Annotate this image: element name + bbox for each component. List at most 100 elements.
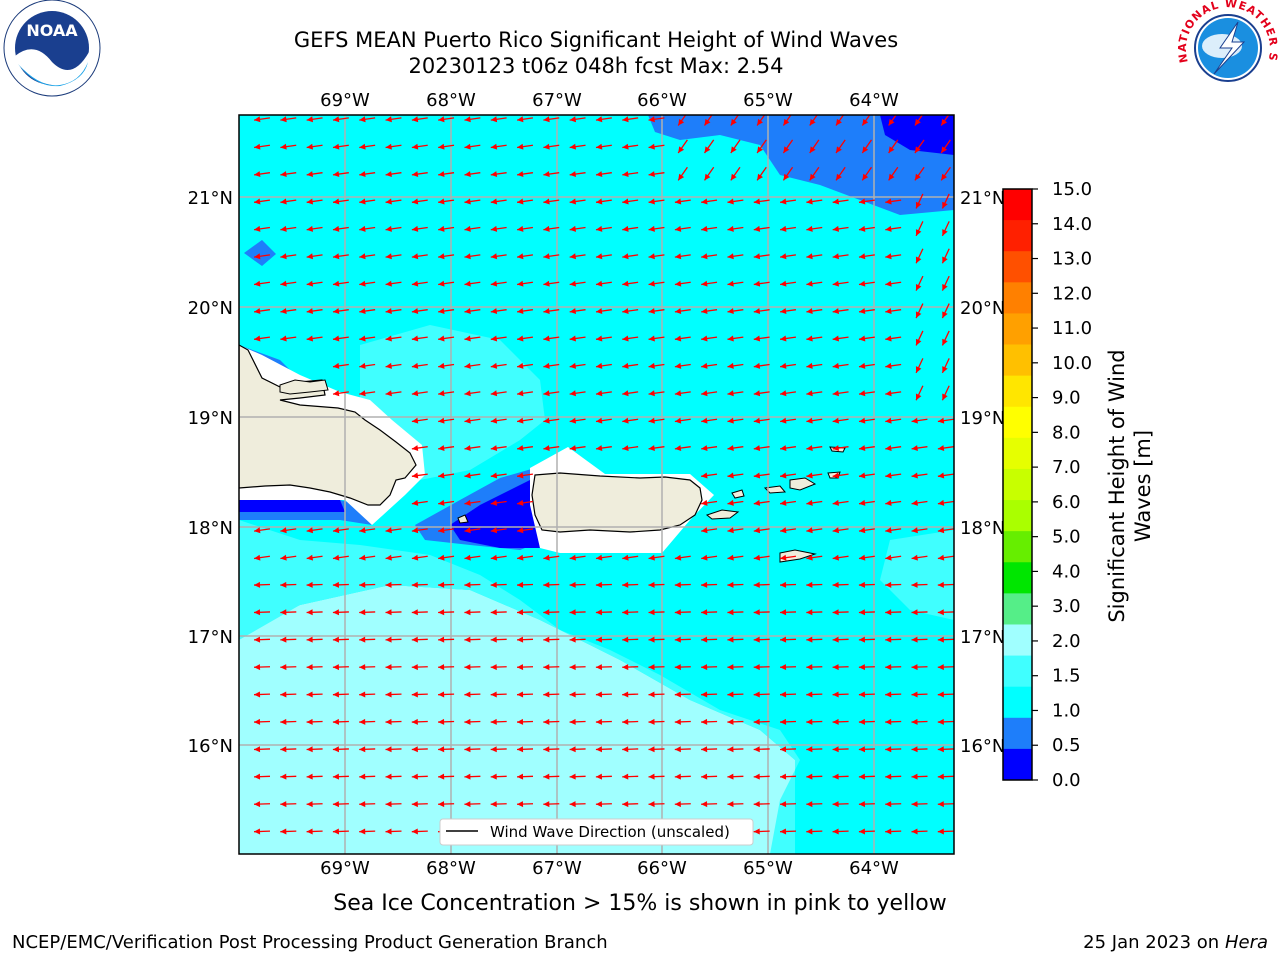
wave-arrow xyxy=(490,527,507,534)
wave-arrow xyxy=(915,385,924,401)
wave-arrow xyxy=(622,581,639,588)
wave-arrow xyxy=(411,198,428,205)
wave-arrow xyxy=(385,801,402,808)
wave-arrow xyxy=(674,445,691,452)
footer-branch: NCEP/EMC/Verification Post Processing Pr… xyxy=(12,932,608,953)
wave-arrow xyxy=(622,143,639,150)
wave-arrow xyxy=(464,390,481,397)
lat-tick-left: 19°N xyxy=(188,408,233,429)
wave-arrow xyxy=(332,116,349,123)
wave-arrow xyxy=(858,253,875,260)
hispaniola-land xyxy=(239,344,417,506)
wave-arrow xyxy=(332,308,349,315)
wave-arrow xyxy=(937,417,954,424)
wave-arrow xyxy=(359,116,376,123)
wave-arrow xyxy=(411,609,428,616)
wave-arrow xyxy=(464,773,481,780)
lon-tick-bottom: 65°W xyxy=(743,858,793,879)
colorbar-segment xyxy=(1003,406,1032,439)
wave-arrow xyxy=(411,308,428,315)
wave-arrow xyxy=(411,143,428,150)
wave-arrow xyxy=(701,445,718,452)
wave-arrow xyxy=(648,581,665,588)
wave-arrow xyxy=(253,198,271,205)
wave-arrow xyxy=(806,308,823,315)
wave-arrow xyxy=(516,609,534,616)
lon-tick-top: 66°W xyxy=(637,90,687,111)
wave-arrow xyxy=(438,636,455,643)
wave-arrow xyxy=(753,335,770,342)
wave-arrow xyxy=(595,445,612,452)
wave-arrow xyxy=(941,275,950,291)
lon-tick-top: 64°W xyxy=(849,90,899,111)
wave-arrow xyxy=(701,335,718,342)
wave-arrow xyxy=(911,636,928,643)
wave-arrow xyxy=(727,390,744,397)
wave-arrow xyxy=(490,472,507,479)
wave-arrow xyxy=(516,308,534,315)
wave-arrow xyxy=(332,773,349,780)
wave-arrow xyxy=(701,718,718,725)
wave-arrow xyxy=(727,664,744,671)
wave-arrow xyxy=(779,554,797,561)
wave-arrow xyxy=(306,581,323,588)
wave-arrow xyxy=(543,116,560,123)
wave-arrow xyxy=(253,554,271,561)
wave-arrow xyxy=(941,330,950,346)
wave-arrow xyxy=(595,718,612,725)
wave-arrow xyxy=(648,445,665,452)
wave-arrow xyxy=(937,801,954,808)
wave-arrow xyxy=(464,253,481,260)
wave-arrow xyxy=(516,253,534,260)
wave-arrow xyxy=(727,773,744,780)
lat-tick-right: 19°N xyxy=(960,408,1005,429)
wave-arrow xyxy=(253,691,271,698)
wave-arrow xyxy=(779,390,797,397)
wave-arrow xyxy=(516,581,534,588)
wave-arrow xyxy=(464,198,481,205)
wave-arrow xyxy=(806,445,823,452)
wave-arrow xyxy=(385,581,402,588)
wave-arrow xyxy=(730,139,741,154)
wave-arrow xyxy=(885,664,902,671)
wave-arrow xyxy=(753,636,770,643)
wave-arrow xyxy=(937,828,954,835)
wave-arrow xyxy=(727,308,744,315)
wave-arrow xyxy=(806,718,823,725)
wave-arrow xyxy=(832,335,849,342)
wave-arrow xyxy=(858,308,875,315)
wave-arrow xyxy=(730,166,741,181)
wave-arrow xyxy=(911,554,928,561)
wave-arrow xyxy=(622,417,639,424)
wave-arrow xyxy=(385,308,402,315)
wave-arrow xyxy=(730,115,739,126)
wave-arrow xyxy=(888,166,899,181)
wave-arrow xyxy=(543,362,560,369)
wave-arrow xyxy=(543,308,560,315)
wave-arrow xyxy=(543,581,560,588)
wave-arrow xyxy=(727,581,744,588)
wave-arrow xyxy=(885,609,902,616)
wave-arrow xyxy=(911,445,928,452)
wave-arrow xyxy=(832,445,849,452)
wave-arrow xyxy=(385,828,402,835)
wave-arrow xyxy=(832,499,849,506)
wave-arrow xyxy=(332,390,349,397)
wave-arrow xyxy=(911,609,928,616)
wave-arrow xyxy=(727,362,744,369)
wave-arrow xyxy=(464,225,481,232)
wave-arrow xyxy=(915,193,924,209)
wave-arrow xyxy=(806,527,823,534)
wave-arrow xyxy=(516,527,534,534)
wave-arrow xyxy=(753,718,770,725)
wave-arrow xyxy=(779,773,797,780)
wave-arrow xyxy=(858,554,875,561)
colorbar-tick: 5.0 xyxy=(1052,527,1081,548)
wave-arrow xyxy=(253,116,271,123)
wave-arrow xyxy=(779,225,797,232)
wave-arrow xyxy=(648,390,665,397)
wave-arrow xyxy=(832,308,849,315)
wave-arrow xyxy=(622,198,639,205)
wave-arrow xyxy=(727,554,744,561)
wave-arrow xyxy=(543,143,560,150)
